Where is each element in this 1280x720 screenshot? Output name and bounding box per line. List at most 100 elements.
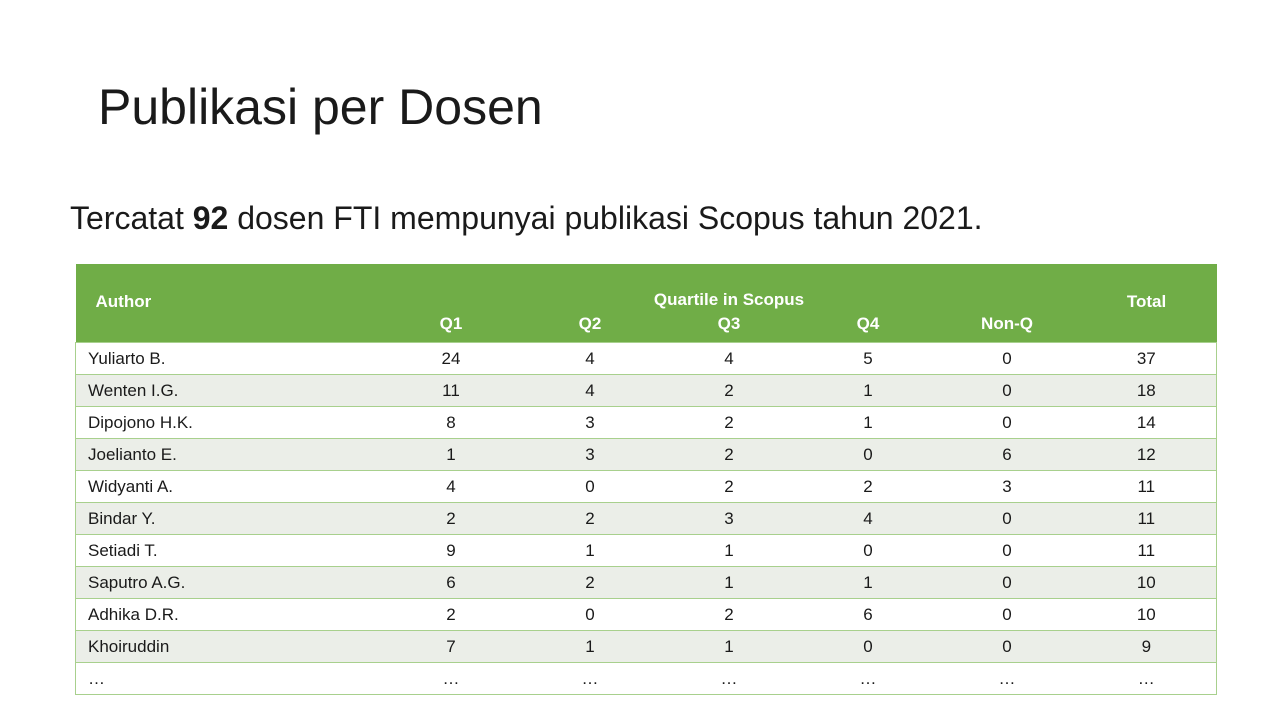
cell-q2: 4 — [520, 342, 660, 375]
cell-q2: 2 — [520, 502, 660, 535]
cell-total: 9 — [1076, 630, 1218, 663]
cell-q3: 2 — [659, 598, 799, 631]
cell-nonq: 0 — [937, 502, 1077, 535]
cell-q1: 2 — [381, 598, 521, 631]
cell-total: 11 — [1076, 534, 1218, 567]
table-row: Adhika D.R. 2 0 2 6 0 10 — [75, 598, 1218, 631]
cell-total: 14 — [1076, 406, 1218, 439]
cell-q4: … — [798, 662, 938, 695]
cell-q2: … — [520, 662, 660, 695]
cell-q1: 11 — [381, 374, 521, 407]
cell-q1: 24 — [381, 342, 521, 375]
cell-q1: 6 — [381, 566, 521, 599]
cell-q4: 1 — [798, 406, 938, 439]
cell-q3: 1 — [659, 534, 799, 567]
subtitle-text-before: Tercatat — [70, 200, 193, 236]
cell-q3: 3 — [659, 502, 799, 535]
cell-total: 18 — [1076, 374, 1218, 407]
cell-q4: 4 — [798, 502, 938, 535]
table-row: Saputro A.G. 6 2 1 1 0 10 — [75, 566, 1218, 599]
cell-q1: 8 — [381, 406, 521, 439]
cell-nonq: 0 — [937, 630, 1077, 663]
cell-author: Wenten I.G. — [75, 374, 382, 407]
slide-title: Publikasi per Dosen — [98, 79, 543, 135]
cell-q4: 0 — [798, 438, 938, 471]
table-row: Khoiruddin 7 1 1 0 0 9 — [75, 630, 1218, 663]
cell-total: 37 — [1076, 342, 1218, 375]
cell-nonq: 0 — [937, 374, 1077, 407]
cell-author: Joelianto E. — [75, 438, 382, 471]
cell-q2: 3 — [520, 438, 660, 471]
cell-q2: 0 — [520, 470, 660, 503]
publication-table: Author Quartile in Scopus Total Q1 Q2 Q3… — [75, 264, 1218, 695]
cell-author: Widyanti A. — [75, 470, 382, 503]
cell-total: 12 — [1076, 438, 1218, 471]
cell-nonq: 0 — [937, 342, 1077, 375]
cell-q4: 5 — [798, 342, 938, 375]
cell-q1: … — [381, 662, 521, 695]
cell-q3: … — [659, 662, 799, 695]
cell-author: Yuliarto B. — [75, 342, 382, 375]
cell-q2: 1 — [520, 630, 660, 663]
cell-total: 10 — [1076, 566, 1218, 599]
cell-nonq: 0 — [937, 566, 1077, 599]
table-row: Yuliarto B. 24 4 4 5 0 37 — [75, 342, 1218, 375]
cell-q4: 0 — [798, 534, 938, 567]
cell-q2: 3 — [520, 406, 660, 439]
nonq-column-header: Non-Q — [937, 312, 1077, 343]
cell-q4: 1 — [798, 566, 938, 599]
q1-column-header: Q1 — [381, 312, 521, 343]
cell-author: Setiadi T. — [75, 534, 382, 567]
cell-total: … — [1076, 662, 1218, 695]
cell-q4: 2 — [798, 470, 938, 503]
cell-q3: 2 — [659, 374, 799, 407]
quartile-group-header: Quartile in Scopus — [381, 264, 1077, 312]
cell-q2: 4 — [520, 374, 660, 407]
cell-author: … — [75, 662, 382, 695]
cell-nonq: 3 — [937, 470, 1077, 503]
cell-nonq: 6 — [937, 438, 1077, 471]
cell-nonq: 0 — [937, 534, 1077, 567]
cell-author: Dipojono H.K. — [75, 406, 382, 439]
cell-q4: 0 — [798, 630, 938, 663]
subtitle-text-after: dosen FTI mempunyai publikasi Scopus tah… — [228, 200, 983, 236]
cell-q1: 4 — [381, 470, 521, 503]
cell-q1: 9 — [381, 534, 521, 567]
cell-q3: 2 — [659, 470, 799, 503]
total-column-header: Total — [1076, 264, 1217, 343]
slide-subtitle: Tercatat 92 dosen FTI mempunyai publikas… — [70, 196, 983, 240]
cell-author: Adhika D.R. — [75, 598, 382, 631]
cell-q3: 2 — [659, 438, 799, 471]
cell-nonq: 0 — [937, 598, 1077, 631]
cell-author: Bindar Y. — [75, 502, 382, 535]
subtitle-count: 92 — [192, 200, 229, 236]
cell-nonq: 0 — [937, 406, 1077, 439]
cell-author: Saputro A.G. — [75, 566, 382, 599]
table-row: Dipojono H.K. 8 3 2 1 0 14 — [75, 406, 1218, 439]
cell-total: 11 — [1076, 502, 1218, 535]
table-row: Wenten I.G. 11 4 2 1 0 18 — [75, 374, 1218, 407]
cell-q3: 1 — [659, 630, 799, 663]
cell-q2: 1 — [520, 534, 660, 567]
table-row: ………………… — [75, 662, 1218, 695]
cell-q2: 2 — [520, 566, 660, 599]
cell-q1: 7 — [381, 630, 521, 663]
author-column-header: Author — [75, 264, 382, 343]
cell-q4: 6 — [798, 598, 938, 631]
cell-q2: 0 — [520, 598, 660, 631]
cell-q3: 4 — [659, 342, 799, 375]
table-row: Setiadi T. 9 1 1 0 0 11 — [75, 534, 1218, 567]
cell-total: 10 — [1076, 598, 1218, 631]
q3-column-header: Q3 — [659, 312, 799, 343]
cell-q1: 2 — [381, 502, 521, 535]
cell-q3: 2 — [659, 406, 799, 439]
table-body: Yuliarto B. 24 4 4 5 0 37 Wenten I.G. 11 4 2 1 0 18 Di… — [75, 342, 1218, 695]
table-row: Bindar Y. 2 2 3 4 0 11 — [75, 502, 1218, 535]
cell-q1: 1 — [381, 438, 521, 471]
cell-author: Khoiruddin — [75, 630, 382, 663]
cell-total: 11 — [1076, 470, 1218, 503]
cell-q3: 1 — [659, 566, 799, 599]
cell-q4: 1 — [798, 374, 938, 407]
table-row: Widyanti A. 4 0 2 2 3 11 — [75, 470, 1218, 503]
